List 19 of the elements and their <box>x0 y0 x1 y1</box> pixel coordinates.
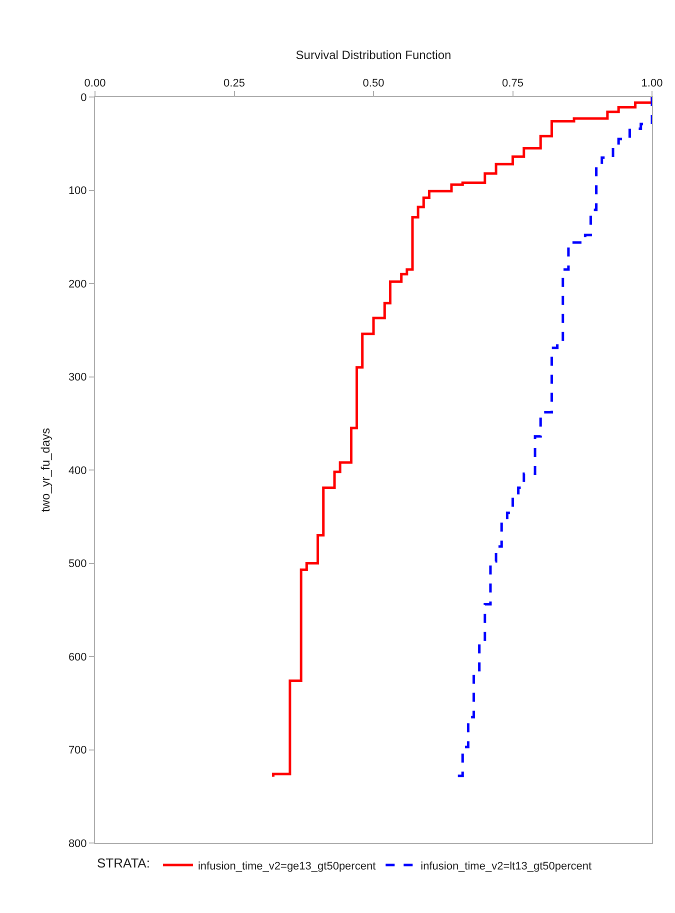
y-axis-title: two_yr_fu_days <box>38 428 53 512</box>
y-tick-label: 0 <box>80 92 87 104</box>
x-tick-label: 0.50 <box>362 78 384 90</box>
x-tick-label: 1.00 <box>641 78 663 90</box>
x-tick-label: 0.25 <box>224 78 245 90</box>
legend-label: infusion_time_v2=lt13_gt50percent <box>420 860 592 872</box>
y-tick-label: 200 <box>68 278 87 290</box>
x-tick-label: 0.00 <box>84 78 106 90</box>
x-tick-label: 0.75 <box>502 78 524 90</box>
y-tick-label: 800 <box>68 838 87 850</box>
y-tick-label: 500 <box>68 558 87 570</box>
y-tick-label: 700 <box>68 744 87 757</box>
y-tick-label: 600 <box>68 651 87 664</box>
legend-title: STRATA: <box>97 855 150 870</box>
x-axis-title: Survival Distribution Function <box>296 48 452 62</box>
y-tick-label: 300 <box>68 372 87 384</box>
legend-label: infusion_time_v2=ge13_gt50percent <box>198 860 376 872</box>
y-tick-label: 400 <box>68 464 87 477</box>
y-tick-label: 100 <box>68 185 87 198</box>
